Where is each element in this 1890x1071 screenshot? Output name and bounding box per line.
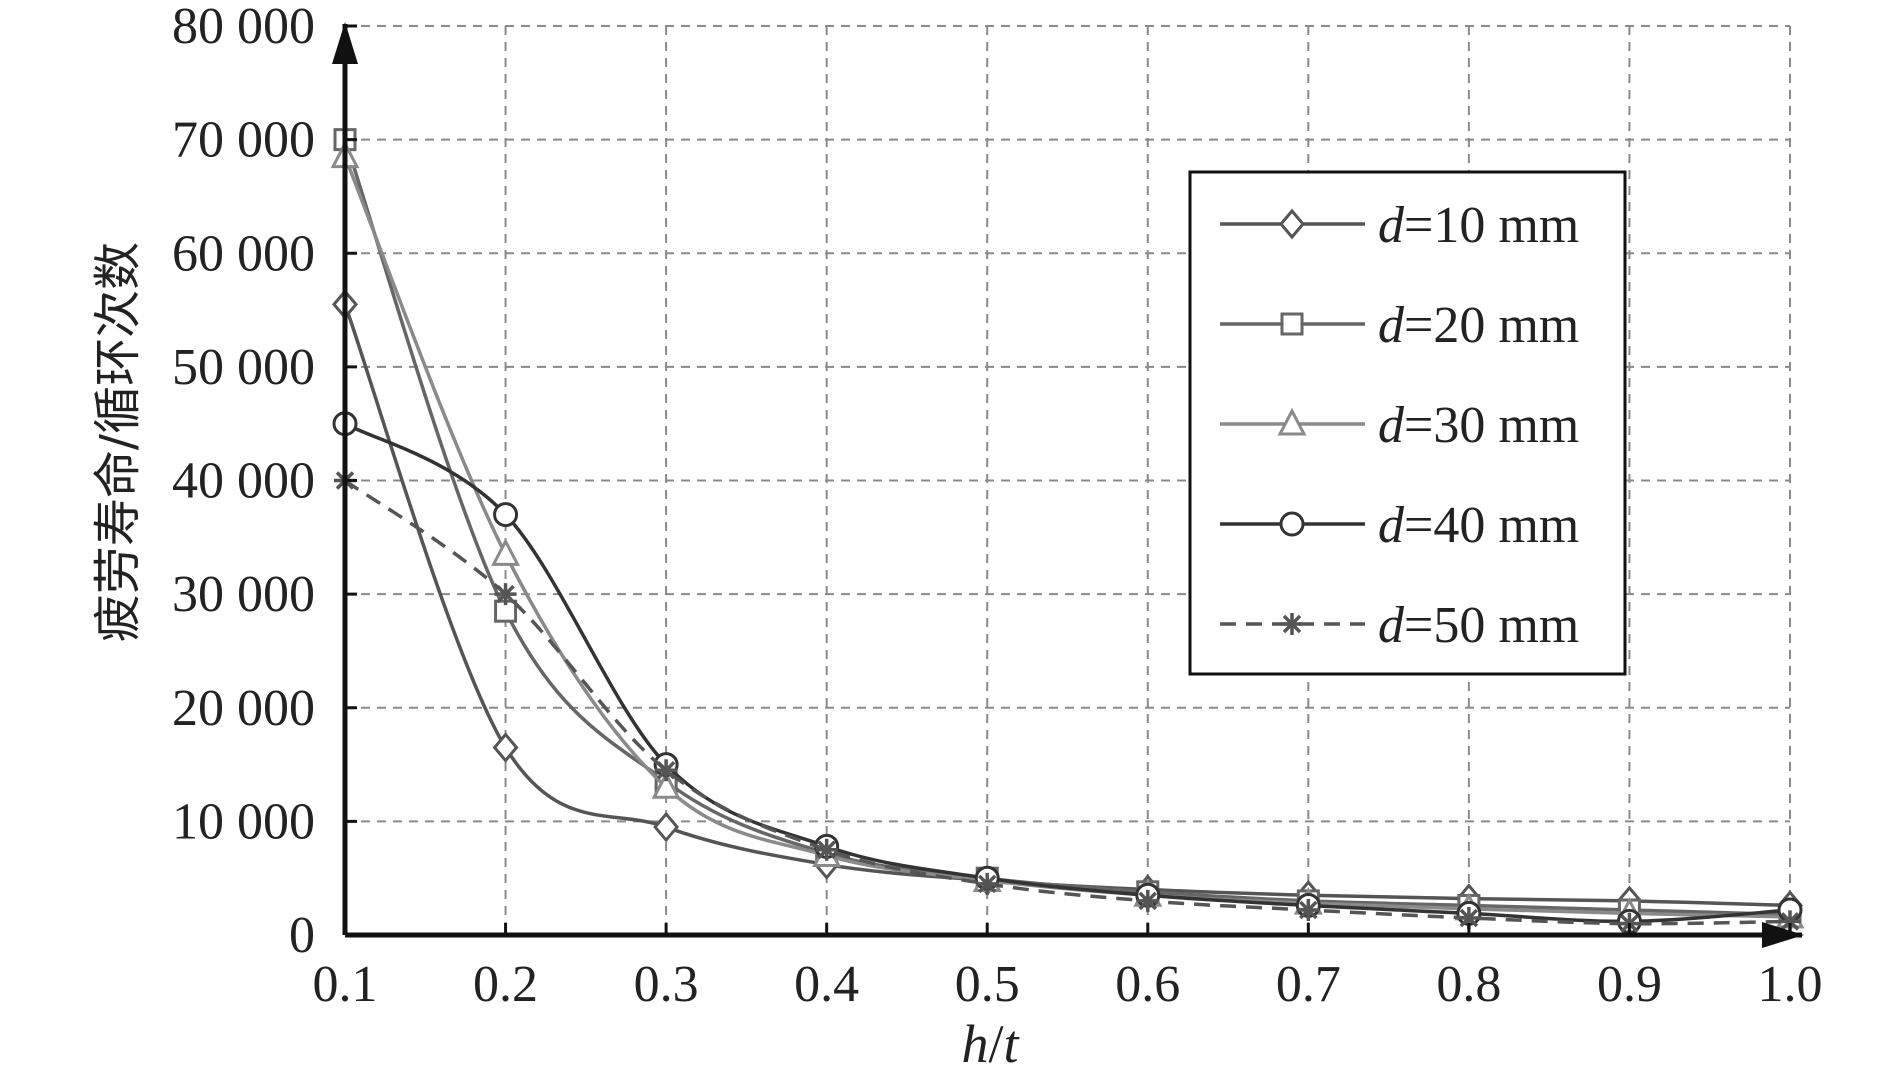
legend-label: d=20 mm (1378, 297, 1579, 354)
tick-labels: 0.1 0.2 0.3 0.4 0.5 0.6 0.7 0.8 0.9 1.0 0 10 000 20 … (172, 0, 1823, 1013)
x-tick-label: 0.7 (1276, 956, 1341, 1013)
y-tick-label: 50 000 (172, 339, 315, 396)
y-tick-label: 10 000 (172, 793, 315, 850)
legend-label: d=30 mm (1378, 397, 1579, 454)
x-tick-label: 0.6 (1115, 956, 1180, 1013)
legend-item: d=50 mm (1220, 597, 1579, 654)
x-tick-label: 0.2 (473, 956, 538, 1013)
data-point (1457, 906, 1480, 929)
data-point (1277, 407, 1307, 436)
data-point (494, 583, 517, 606)
x-tick-label: 0.4 (794, 956, 859, 1013)
legend-item: d=10 mm (1220, 197, 1579, 254)
data-point (1279, 511, 1305, 537)
legend-label: d=50 mm (1378, 597, 1579, 654)
data-point (815, 838, 838, 861)
x-tick-label: 1.0 (1758, 956, 1823, 1013)
y-axis-arrow (332, 22, 358, 64)
data-point (1136, 889, 1159, 912)
x-tick-label: 0.1 (313, 956, 378, 1013)
x-tick-label: 0.5 (955, 956, 1020, 1013)
y-axis-label: 疲劳寿命/循环次数 (90, 242, 146, 642)
data-point (655, 759, 678, 782)
data-point (976, 872, 999, 895)
legend: d=10 mm d=20 mm d=30 mm d=40 mm d=50 mm (1188, 170, 1627, 676)
data-point (653, 811, 680, 843)
data-point (491, 538, 521, 566)
axes (332, 22, 1804, 948)
x-tick-label: 0.3 (634, 956, 699, 1013)
legend-item: d=20 mm (1220, 297, 1579, 354)
y-tick-label: 40 000 (172, 453, 315, 510)
legend-label: d=10 mm (1378, 197, 1579, 254)
y-tick-label: 60 000 (172, 225, 315, 282)
data-point (1281, 613, 1303, 635)
x-tick-label: 0.9 (1597, 956, 1662, 1013)
y-tick-label: 80 000 (172, 0, 315, 55)
data-point (1779, 910, 1801, 933)
series-line (343, 479, 1791, 926)
data-point (1280, 312, 1304, 336)
legend-label: d=40 mm (1378, 497, 1579, 554)
y-tick-label: 70 000 (172, 112, 315, 169)
y-tick-label: 30 000 (172, 566, 315, 623)
data-point (492, 732, 519, 763)
legend-item: d=30 mm (1220, 397, 1579, 454)
y-tick-label: 20 000 (172, 680, 315, 737)
x-tick-label: 0.8 (1436, 956, 1501, 1013)
series-layer (330, 128, 1805, 935)
data-point (1297, 899, 1320, 922)
x-axis-arrow (1762, 922, 1804, 948)
y-tick-label: 0 (289, 907, 315, 964)
x-axis-label: h/t (961, 1014, 1020, 1071)
series-line (344, 422, 1791, 924)
data-point (1279, 208, 1305, 240)
legend-item: d=40 mm (1220, 497, 1579, 554)
data-point (493, 502, 519, 528)
data-point (651, 771, 681, 799)
